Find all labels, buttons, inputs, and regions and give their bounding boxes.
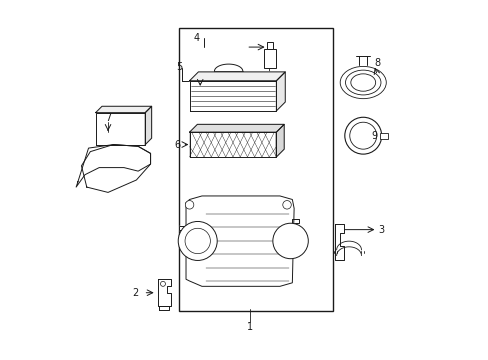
Circle shape	[349, 122, 376, 149]
Polygon shape	[81, 145, 150, 192]
Text: 1: 1	[246, 322, 252, 332]
Text: 4: 4	[193, 33, 199, 43]
Text: 5: 5	[176, 62, 182, 72]
Polygon shape	[334, 224, 343, 260]
Circle shape	[160, 282, 165, 286]
Polygon shape	[276, 124, 284, 157]
Text: 3: 3	[377, 225, 383, 235]
Polygon shape	[96, 113, 145, 145]
Text: 6: 6	[174, 140, 180, 149]
Text: 2: 2	[132, 288, 138, 298]
Text: 9: 9	[371, 131, 377, 141]
Polygon shape	[189, 72, 285, 81]
Text: 7: 7	[105, 113, 111, 123]
Polygon shape	[179, 226, 185, 230]
Bar	[264, 49, 276, 68]
Polygon shape	[145, 106, 151, 145]
Circle shape	[344, 117, 381, 154]
Polygon shape	[189, 132, 276, 157]
Polygon shape	[185, 196, 293, 286]
Polygon shape	[189, 124, 284, 132]
Bar	[380, 133, 387, 139]
Polygon shape	[276, 72, 285, 111]
Bar	[266, 42, 273, 49]
Polygon shape	[157, 279, 171, 306]
Circle shape	[178, 221, 217, 260]
Polygon shape	[76, 145, 150, 187]
Polygon shape	[96, 106, 151, 113]
Text: 8: 8	[374, 58, 380, 68]
Circle shape	[272, 223, 307, 259]
Polygon shape	[189, 81, 276, 111]
Polygon shape	[292, 219, 299, 222]
Polygon shape	[159, 306, 169, 310]
Bar	[179, 28, 332, 311]
Circle shape	[185, 201, 193, 209]
Circle shape	[282, 201, 291, 209]
